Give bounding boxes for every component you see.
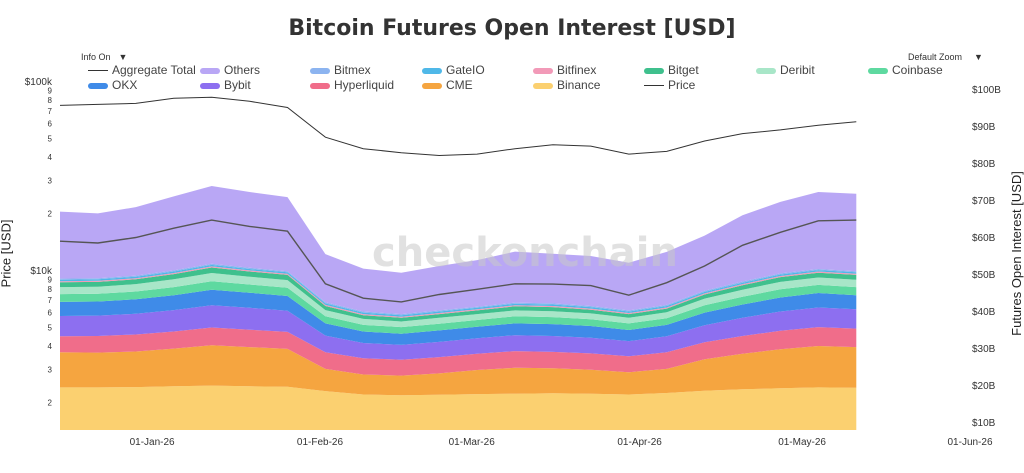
- right-axis-tick: $20B: [972, 381, 996, 392]
- right-axis-tick: $50B: [972, 270, 996, 281]
- legend-swatch: [422, 82, 442, 89]
- legend-item-deribit[interactable]: Deribit: [756, 63, 815, 77]
- right-axis-tick: $40B: [972, 307, 996, 318]
- legend-swatch: [868, 67, 888, 74]
- legend-swatch: [422, 67, 442, 74]
- chart-legend: Aggregate Total Others Bitmex GateIO Bit…: [88, 63, 968, 93]
- legend-swatch: [644, 85, 664, 87]
- legend-swatch: [310, 67, 330, 74]
- legend-item-others[interactable]: Others: [200, 63, 260, 77]
- left-axis-tick: 4: [48, 342, 53, 351]
- zoom-select-label: Default Zoom: [908, 52, 963, 62]
- left-axis-tick: 6: [48, 120, 53, 129]
- left-axis-tick: 6: [48, 309, 53, 318]
- chevron-down-icon: ▼: [974, 52, 983, 62]
- x-axis-tick: 01-Feb-26: [297, 437, 344, 448]
- area-cme: [60, 345, 857, 396]
- right-axis-tick: $10B: [972, 418, 996, 429]
- x-axis-tick: 01-Apr-26: [617, 437, 662, 448]
- left-axis-tick: 5: [48, 135, 53, 144]
- legend-item-okx[interactable]: OKX: [88, 78, 137, 92]
- aggregate-total-line: [59, 219, 857, 303]
- right-axis-tick: $30B: [972, 344, 996, 355]
- area-deribit: [60, 273, 857, 328]
- legend-swatch: [200, 67, 220, 74]
- x-axis-tick: 01-May-26: [778, 437, 826, 448]
- legend-swatch: [310, 82, 330, 89]
- x-axis-tick: 01-Mar-26: [449, 437, 496, 448]
- right-axis-tick: $100B: [972, 85, 1001, 96]
- right-axis-tick: $60B: [972, 233, 996, 244]
- legend-item-aggregate-total[interactable]: Aggregate Total: [88, 63, 196, 77]
- legend-swatch: [533, 82, 553, 89]
- legend-item-bybit[interactable]: Bybit: [200, 78, 251, 92]
- left-axis-tick: 9: [48, 87, 53, 96]
- right-axis-tick: $80B: [972, 159, 996, 170]
- left-axis-tick: 5: [48, 324, 53, 333]
- left-axis-tick: 7: [48, 107, 53, 116]
- legend-item-bitfinex[interactable]: Bitfinex: [533, 63, 596, 77]
- left-axis-tick: $10k: [30, 266, 53, 277]
- right-axis-tick: $70B: [972, 196, 996, 207]
- left-axis-tick: 9: [48, 276, 53, 285]
- left-axis-tick: 3: [48, 365, 53, 374]
- legend-swatch: [644, 67, 664, 74]
- left-axis-tick: 8: [48, 96, 53, 105]
- chevron-down-icon: ▼: [118, 52, 128, 62]
- legend-item-coinbase[interactable]: Coinbase: [868, 63, 943, 77]
- left-axis-tick: 2: [48, 398, 53, 407]
- legend-item-bitget[interactable]: Bitget: [644, 63, 699, 77]
- x-axis-tick: 01-Jan-26: [130, 437, 175, 448]
- area-coinbase: [60, 281, 857, 334]
- legend-item-gateio[interactable]: GateIO: [422, 63, 485, 77]
- legend-item-hyperliquid[interactable]: Hyperliquid: [310, 78, 394, 92]
- legend-item-binance[interactable]: Binance: [533, 78, 600, 92]
- legend-swatch: [88, 82, 108, 89]
- legend-swatch: [88, 70, 108, 72]
- left-axis-tick: 7: [48, 296, 53, 305]
- x-axis-tick: 01-Jun-26: [947, 437, 992, 448]
- area-binance: [60, 385, 857, 430]
- info-toggle[interactable]: Info On ▼: [81, 52, 127, 62]
- left-axis-tick: $100k: [25, 77, 53, 88]
- chart-title: Bitcoin Futures Open Interest [USD]: [288, 16, 736, 41]
- price-line: [59, 96, 857, 157]
- info-toggle-label: Info On: [81, 52, 111, 62]
- area-okx: [60, 289, 857, 345]
- left-axis-tick: 3: [48, 176, 53, 185]
- zoom-select[interactable]: Default Zoom ▼: [908, 52, 983, 62]
- left-axis-tick: 4: [48, 153, 53, 162]
- right-axis-tick: $90B: [972, 122, 996, 133]
- legend-item-bitmex[interactable]: Bitmex: [310, 63, 371, 77]
- legend-item-price[interactable]: Price: [644, 78, 695, 92]
- legend-swatch: [200, 82, 220, 89]
- left-axis-tick: 8: [48, 285, 53, 294]
- area-bybit: [60, 305, 857, 360]
- area-hyperliquid: [60, 327, 857, 376]
- legend-item-cme[interactable]: CME: [422, 78, 473, 92]
- legend-swatch: [533, 67, 553, 74]
- left-axis-tick: 2: [48, 209, 53, 218]
- legend-swatch: [756, 67, 776, 74]
- watermark-text: checkonchain: [372, 230, 678, 276]
- area-others: [60, 186, 857, 315]
